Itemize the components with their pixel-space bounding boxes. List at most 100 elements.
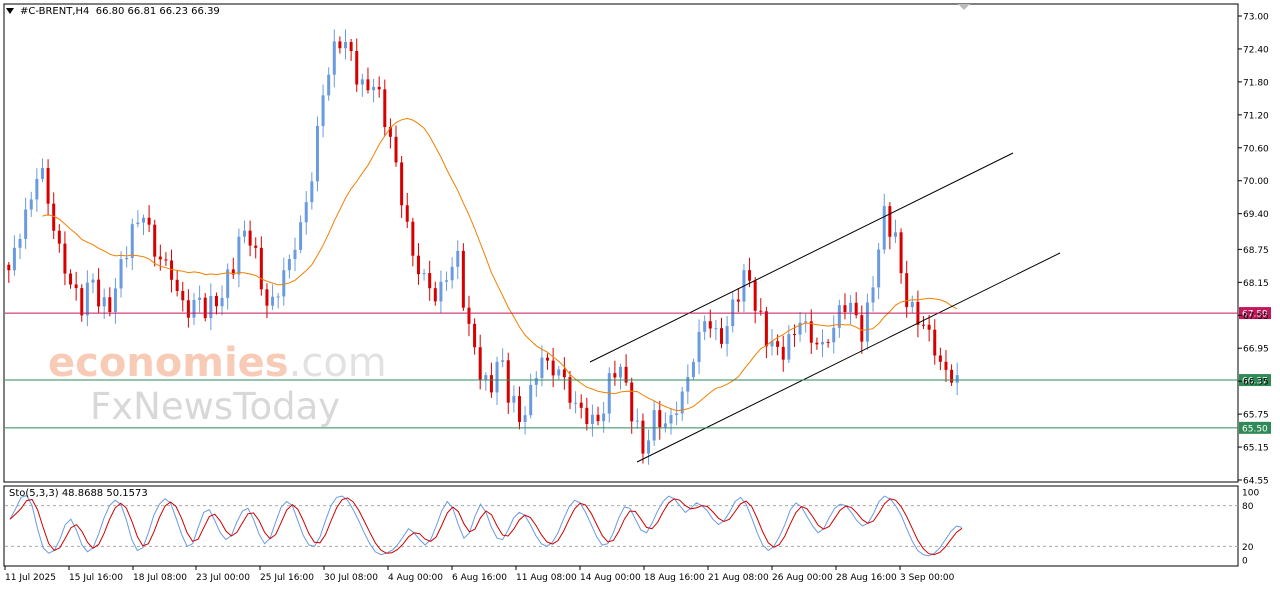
time-tick-label: 4 Aug 00:00 (388, 573, 443, 583)
moving-average-layer (42, 117, 958, 412)
candle-body (489, 375, 493, 393)
price-tick-label: 68.75 (1243, 246, 1269, 256)
horizontal-lines-layer: 67.59 66.37 65.50 (5, 307, 1271, 434)
moving-average-line (42, 117, 958, 412)
stochastic-layer: 100 80 20 0 (5, 489, 1259, 567)
time-tick-label: 11 Aug 08:00 (516, 573, 577, 583)
candle-body (52, 203, 56, 231)
time-axis: 11 Jul 2025 15 Jul 16:00 18 Jul 08:00 23 Ju… (4, 566, 955, 583)
ohlc-values: 66.80 66.81 66.23 66.39 (95, 6, 220, 17)
stoch-d-line (9, 497, 963, 556)
candles-layer (7, 29, 959, 465)
candle-body (506, 360, 510, 403)
candle-body (214, 295, 218, 307)
candle-body (748, 270, 752, 281)
candle-body (551, 360, 555, 376)
candle-body (461, 250, 465, 308)
candle-body (321, 95, 325, 127)
candle-body (125, 257, 129, 260)
candle-body (546, 357, 550, 361)
candle-body (944, 361, 948, 370)
candle-body (282, 270, 286, 297)
symbol-label: #C-BRENT,H4 (20, 6, 90, 17)
candle-body (271, 296, 275, 306)
candle-body (905, 273, 909, 308)
candle-body (764, 311, 768, 347)
price-tick-label: 70.00 (1243, 177, 1269, 187)
candle-body (478, 347, 482, 380)
candle-body (344, 42, 348, 49)
candle-body (804, 321, 808, 323)
candle-body (293, 249, 297, 260)
candle-body (327, 74, 331, 96)
dropdown-triangle-icon[interactable] (6, 8, 14, 14)
candle-body (102, 297, 106, 307)
candle-body (893, 232, 897, 237)
candle-body (618, 366, 622, 378)
candle-body (669, 415, 673, 424)
candle-body (69, 273, 73, 285)
candle-body (680, 391, 684, 414)
candle-body (899, 232, 903, 274)
time-tick-label: 21 Aug 08:00 (708, 573, 769, 583)
candle-body (74, 284, 78, 289)
chart-info: #C-BRENT,H4 66.80 66.81 66.23 66.39 (6, 6, 220, 17)
time-tick-label: 11 Jul 2025 (5, 573, 56, 583)
support-1-price-label: 66.37 (1242, 377, 1268, 387)
candle-body (388, 127, 392, 137)
candle-body (181, 290, 185, 301)
time-tick-label: 18 Aug 16:00 (644, 573, 705, 583)
price-tick-label: 71.80 (1243, 78, 1269, 88)
time-tick-label: 28 Aug 16:00 (836, 573, 897, 583)
candle-body (18, 238, 22, 248)
main-panel (3, 3, 1239, 483)
candle-body (355, 51, 359, 85)
stoch-axis-label: 80 (1242, 502, 1254, 512)
candle-body (955, 375, 959, 383)
candle-body (602, 413, 606, 422)
candle-body (720, 328, 723, 344)
candle-body (377, 86, 381, 90)
candle-body (231, 269, 235, 275)
price-tick-label: 73.00 (1243, 13, 1269, 23)
candle-body (315, 126, 319, 182)
candle-body (708, 321, 712, 329)
shift-marker-icon[interactable] (958, 4, 970, 10)
stochastic-label: Sto(5,3,3) 48.8688 50.1573 (9, 488, 148, 499)
candle-body (832, 327, 836, 343)
channel-upper-line (589, 152, 1014, 363)
candle-body (703, 321, 707, 332)
candle-body (759, 310, 763, 312)
candle-body (888, 206, 892, 237)
economies-watermark: economies.com (48, 340, 387, 386)
time-tick-label: 6 Aug 16:00 (452, 573, 507, 583)
candle-body (186, 300, 190, 318)
candle-body (781, 346, 785, 360)
candle-body (192, 299, 196, 318)
candle-body (787, 334, 791, 360)
stoch-axis-label: 100 (1242, 489, 1259, 499)
support-1-price-tag (1239, 374, 1271, 387)
candle-body (837, 305, 841, 328)
candle-body (422, 273, 426, 275)
candle-body (641, 420, 645, 454)
candle-body (40, 168, 44, 179)
candle-body (433, 288, 437, 302)
candle-body (860, 315, 864, 342)
candle-body (529, 384, 533, 416)
candle-body (826, 342, 830, 344)
candle-body (394, 136, 398, 163)
candle-body (635, 420, 639, 422)
price-tick-label: 72.40 (1243, 45, 1269, 55)
price-tick-label: 68.15 (1243, 279, 1269, 289)
candle-body (276, 296, 280, 298)
candle-body (383, 89, 387, 128)
candle-body (922, 324, 926, 326)
candle-body (854, 302, 858, 316)
candle-body (366, 79, 370, 91)
price-tick-label: 66.35 (1243, 378, 1269, 388)
price-tick-label: 71.20 (1243, 111, 1269, 121)
candle-body (91, 279, 95, 283)
candle-body (871, 287, 875, 303)
resistance-price-label: 67.59 (1242, 310, 1268, 320)
